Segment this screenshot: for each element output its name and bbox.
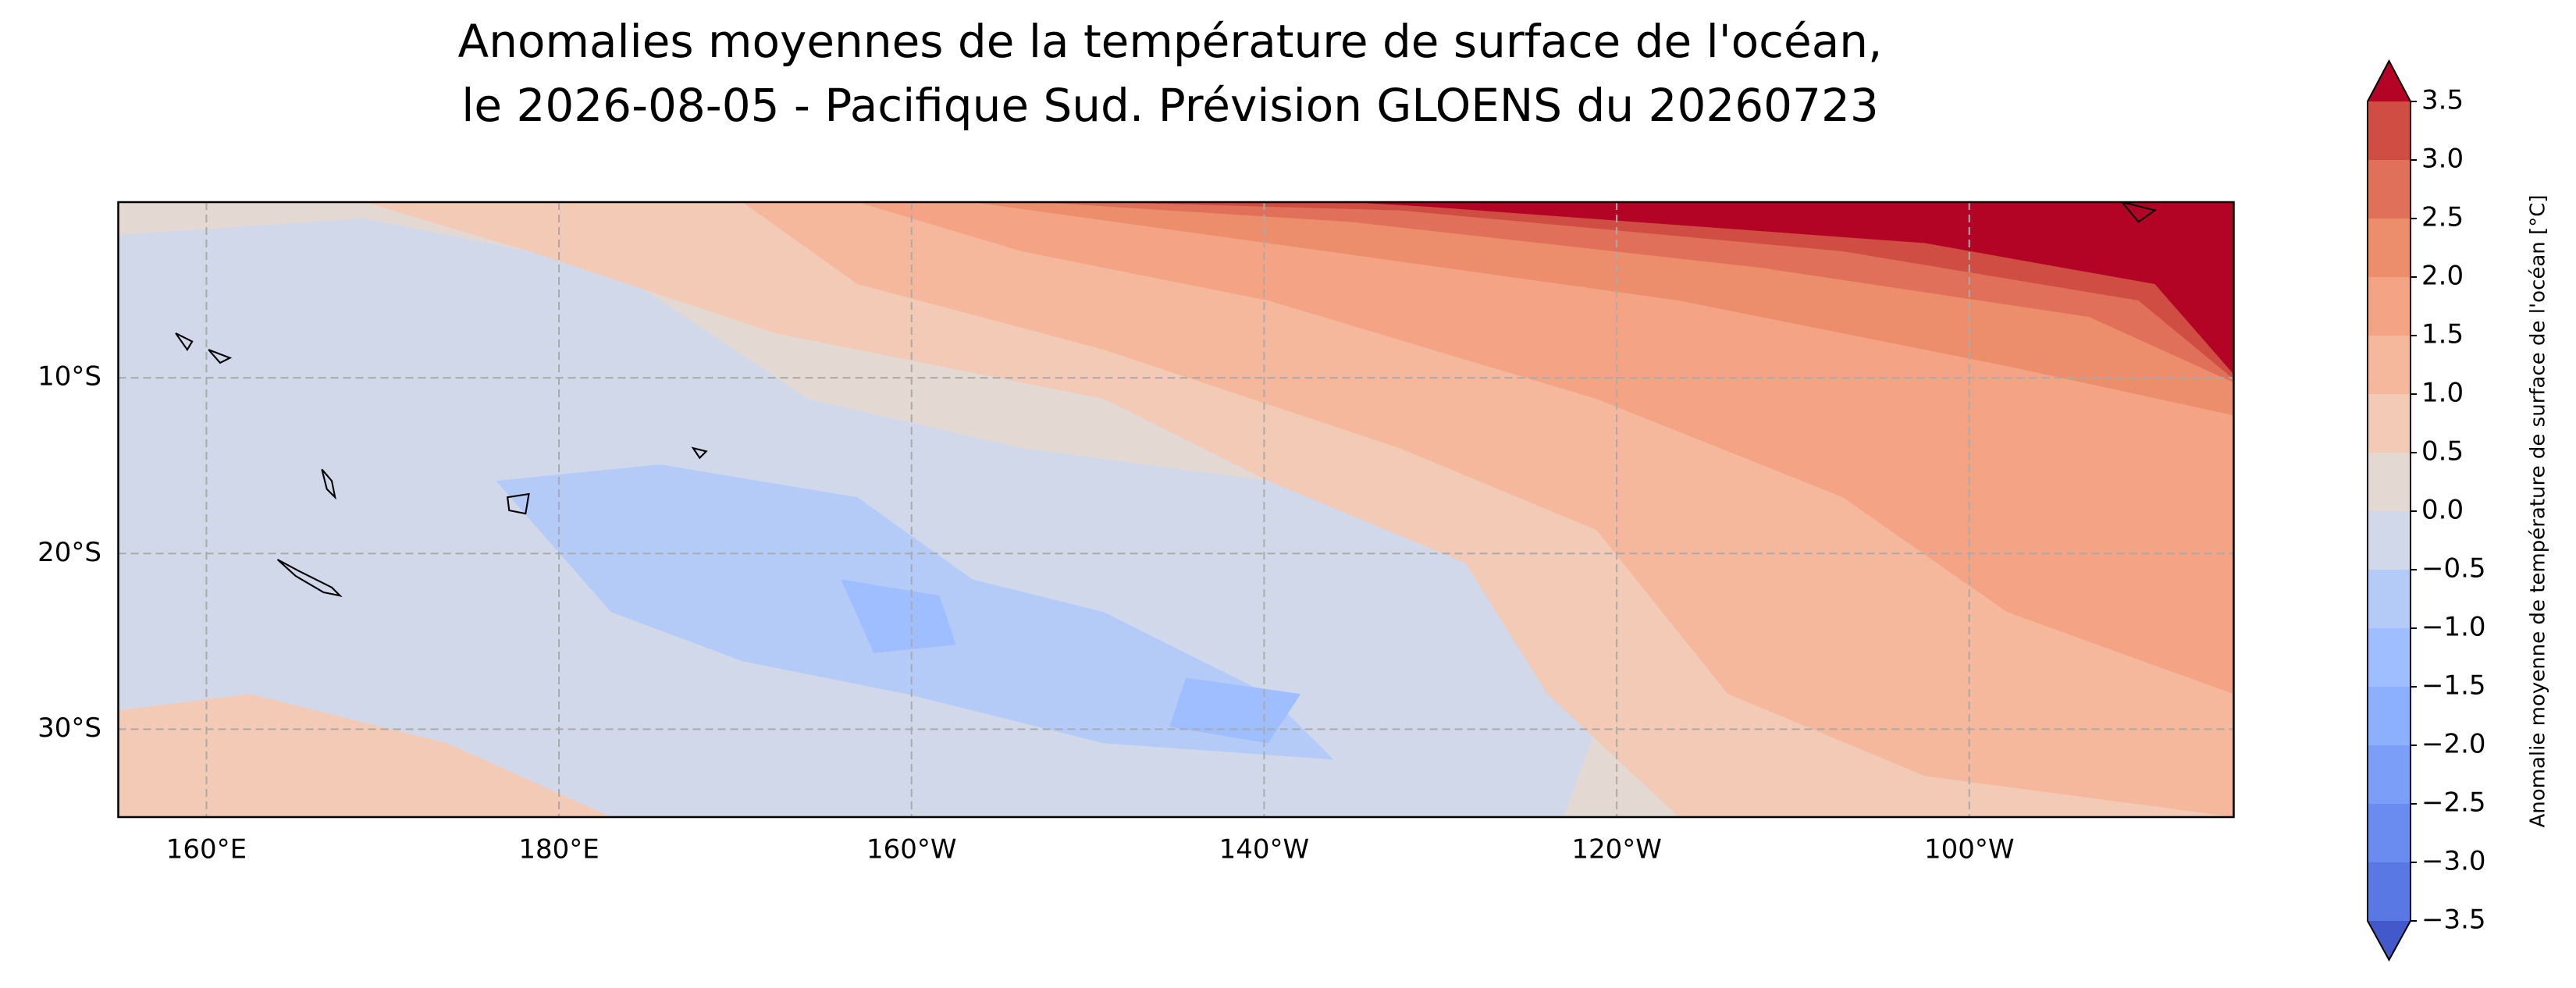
colorbar-tick-label: −1.0: [2421, 612, 2486, 643]
x-tick-label: 120°W: [1571, 834, 1662, 865]
colorbar-bin: [2368, 862, 2411, 921]
chart-title: le 2026-08-05 - Pacifique Sud. Prévision…: [461, 79, 1879, 132]
colorbar-tick-label: −3.0: [2421, 846, 2486, 877]
colorbar-tick-label: −2.5: [2421, 787, 2486, 819]
x-tick-label: 160°E: [166, 834, 247, 865]
colorbar-bin: [2368, 745, 2411, 804]
colorbar-bin: [2368, 453, 2411, 511]
y-tick-label: 30°S: [37, 713, 101, 744]
colorbar-tick-label: −2.0: [2421, 729, 2486, 760]
colorbar-bin: [2368, 687, 2411, 745]
contour-region: [118, 694, 611, 817]
colorbar-tick-label: −0.5: [2421, 553, 2486, 585]
y-tick-label: 10°S: [37, 361, 101, 393]
y-tick-label: 20°S: [37, 537, 101, 568]
x-tick-label: 180°E: [518, 834, 599, 865]
colorbar-tick-label: −1.5: [2421, 670, 2486, 702]
colorbar-tick-label: 1.0: [2421, 378, 2464, 409]
colorbar-tick-label: 3.5: [2421, 85, 2464, 116]
contour-region: [1350, 202, 2234, 375]
colorbar-tick-label: 2.0: [2421, 261, 2464, 292]
colorbar-tick-label: 3.0: [2421, 144, 2464, 175]
colorbar-tick-label: 2.5: [2421, 202, 2464, 233]
colorbar-bin: [2368, 570, 2411, 628]
colorbar-bin: [2368, 511, 2411, 570]
colorbar-bin: [2368, 628, 2411, 687]
colorbar-label: Anomalie moyenne de température de surfa…: [2527, 194, 2550, 827]
map-field: [118, 202, 2234, 817]
colorbar-tick-label: 0.0: [2421, 495, 2464, 526]
colorbar-extend-high: [2368, 61, 2411, 101]
colorbar-extend-low: [2368, 921, 2411, 960]
chart-title: Anomalies moyennes de la température de …: [458, 15, 1883, 68]
coastlines: [175, 202, 2157, 597]
gridlines: [118, 202, 2234, 817]
colorbar-bin: [2368, 101, 2411, 160]
x-tick-label: 140°W: [1219, 834, 1310, 865]
colorbar-bin: [2368, 219, 2411, 277]
colorbar-tick-label: −3.5: [2421, 904, 2486, 936]
contour-region: [841, 579, 1301, 744]
colorbar-bin: [2368, 160, 2411, 219]
colorbar-bin: [2368, 277, 2411, 336]
colorbar-bin: [2368, 394, 2411, 453]
map-frame: [117, 201, 2235, 819]
colorbar-bin: [2368, 336, 2411, 394]
colorbar-tick-label: 0.5: [2421, 436, 2464, 467]
x-tick-label: 100°W: [1924, 834, 2015, 865]
colorbar-bin: [2368, 804, 2411, 862]
colorbar-tick-label: 1.5: [2421, 319, 2464, 350]
x-tick-label: 160°W: [866, 834, 957, 865]
